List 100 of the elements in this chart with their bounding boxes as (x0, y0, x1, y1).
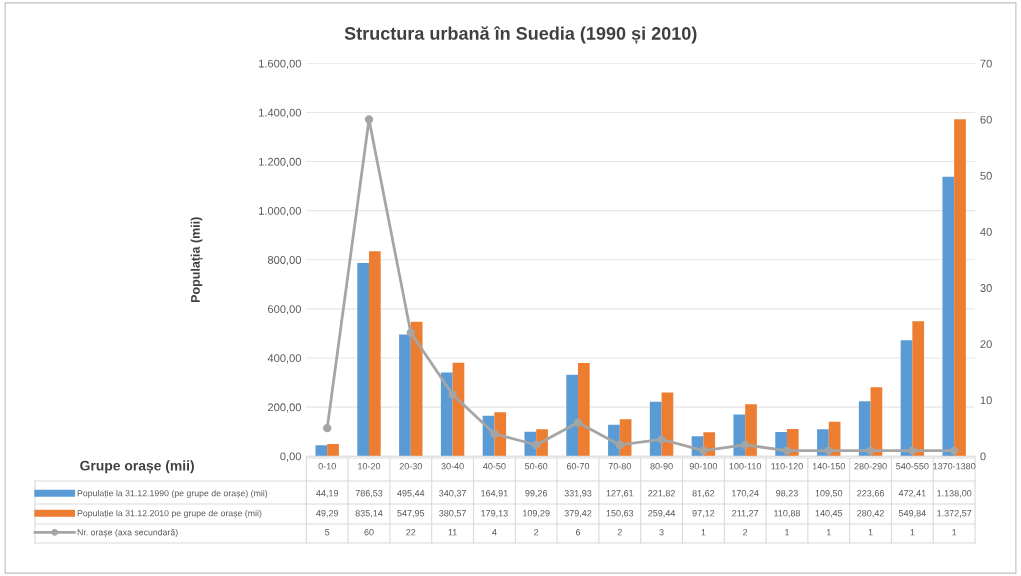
y-tick-label: 1.400,00 (259, 108, 302, 118)
data-label: 1 (910, 529, 915, 536)
bar (577, 363, 590, 457)
x-tick-label: 30-40 (441, 463, 464, 470)
point (657, 435, 666, 444)
data-label: 1 (952, 529, 957, 536)
data-label: 170,24 (732, 490, 759, 498)
x-tick-label: 90-100 (689, 463, 718, 470)
y2-tick-label: 20 (980, 340, 992, 349)
data-label: 97,12 (692, 510, 715, 518)
x-tick-label: 1370-1380 (933, 463, 976, 470)
bar (440, 372, 453, 457)
point (824, 446, 833, 455)
data-label: 547,95 (397, 510, 425, 518)
data-label: 835,14 (355, 510, 383, 518)
data-label: 44,19 (316, 490, 339, 498)
data-label: 223,66 (857, 490, 884, 498)
y2-tick-label: 30 (980, 284, 992, 292)
bar (912, 321, 925, 457)
point (908, 446, 917, 455)
x-tick-label: 20-30 (399, 463, 422, 470)
data-label: 472,41 (898, 490, 926, 498)
data-label: 109,50 (815, 490, 843, 498)
y-tick-label: 800,00 (267, 256, 302, 266)
y-tick-label: 1.200,00 (259, 157, 302, 168)
data-label: 49,29 (316, 510, 339, 518)
data-label: 280,42 (857, 510, 884, 518)
y-tick-label: 1.000,00 (259, 206, 302, 217)
point (490, 429, 499, 438)
data-label: 1 (868, 529, 873, 536)
data-label: 549,84 (898, 510, 926, 518)
y2-tick-label: 40 (980, 227, 992, 236)
data-label: 211,27 (732, 510, 759, 518)
data-label: 2 (534, 529, 539, 536)
point (573, 418, 583, 427)
y-tick-label: 400,00 (267, 354, 302, 364)
data-label: 99,26 (525, 490, 548, 498)
data-label: 786,53 (355, 490, 383, 498)
data-label: 110,88 (774, 510, 801, 518)
y-tick-label: 200,00 (268, 403, 302, 413)
data-label: 109,29 (523, 510, 550, 518)
point (615, 440, 624, 450)
data-label: 495,44 (397, 490, 425, 498)
x-tick-label: 280-290 (854, 463, 887, 470)
x-tick-label: 40-50 (483, 463, 506, 470)
x-tick-label: 50-60 (525, 463, 548, 470)
x-axis-title: Grupe orașe (mii) (80, 460, 194, 474)
point (866, 446, 875, 455)
data-label: 22 (406, 529, 416, 536)
y-axis-title: Populația (mii) (190, 217, 203, 302)
bar (858, 401, 871, 457)
bar (315, 445, 328, 457)
data-label: 164,91 (481, 490, 508, 498)
y2-tick-label: 10 (980, 396, 992, 405)
data-label: 2 (743, 529, 748, 536)
data-label: 179,13 (481, 510, 508, 518)
x-tick-label: 60-70 (566, 463, 590, 470)
bar (327, 444, 339, 457)
data-label: 379,42 (564, 510, 592, 518)
data-label: 150,63 (606, 510, 634, 518)
y2-tick-label: 70 (980, 59, 992, 68)
data-label: 6 (575, 529, 581, 536)
y2-tick-label: 0 (980, 452, 986, 461)
data-label: 380,57 (439, 510, 466, 518)
data-label: 331,93 (564, 490, 592, 498)
x-tick-label: 70-80 (608, 463, 631, 470)
data-label: 127,61 (606, 490, 634, 498)
legend-label: Populație la 31.12.1990 (pe grupe de orașe) (mii) (77, 489, 268, 499)
data-label: 5 (325, 529, 330, 536)
x-tick-label: 10-20 (358, 463, 381, 470)
data-label: 81,62 (692, 490, 715, 498)
point (782, 446, 792, 455)
data-label: 221,82 (648, 490, 675, 498)
data-label: 1.372,57 (937, 510, 972, 518)
x-tick-label: 0-10 (318, 463, 336, 470)
chart-title: Structura urbană în Suedia (1990 și 2010) (344, 26, 697, 44)
data-label: 1 (701, 529, 706, 536)
x-tick-label: 110-120 (771, 463, 803, 470)
bar (566, 374, 578, 457)
y-tick-label: 1.600,00 (259, 59, 302, 69)
bar (357, 263, 369, 457)
bar (954, 119, 966, 457)
bar (369, 251, 381, 457)
data-label: 3 (659, 529, 664, 536)
bar (745, 404, 757, 457)
data-label: 2 (617, 529, 622, 536)
y2-tick-label: 60 (980, 115, 992, 124)
point (364, 115, 374, 124)
point (949, 446, 959, 455)
x-tick-label: 540-550 (896, 463, 929, 470)
data-label: 140,45 (815, 510, 843, 518)
y-tick-label: 600,00 (268, 305, 302, 315)
data-label: 340,37 (439, 490, 466, 498)
legend-label: Populație la 31.12.2010 pe grupe de orașe (mii) (77, 509, 262, 519)
data-label: 259,44 (648, 510, 676, 518)
y-tick-label: 0,00 (280, 452, 302, 462)
data-label: 11 (448, 529, 457, 536)
x-tick-label: 80-90 (650, 463, 673, 470)
x-tick-label: 140-150 (812, 463, 845, 470)
bar (399, 334, 411, 457)
